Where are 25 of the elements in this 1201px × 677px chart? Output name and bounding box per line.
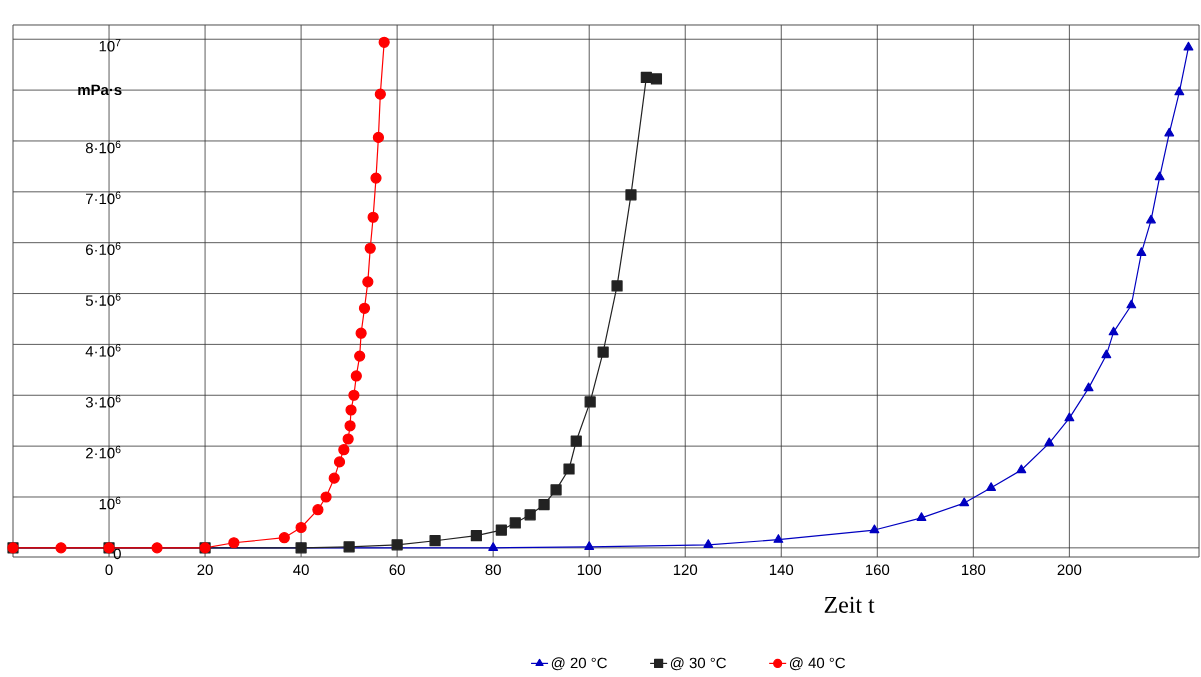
x-tick-label: 120 [673,564,698,576]
y-tick-label: 5·10$^{6}$ [85,293,121,306]
y-tick-label: 10$^{7}$ [99,38,121,52]
legend-label: @ 20 °C [551,657,607,671]
x-tick-label: 100 [577,564,602,576]
x-tick-label: 80 [485,564,501,576]
y-tick-label: 4·10$^{6}$ [85,344,121,357]
y-tick-label: 6·10$^{6}$ [86,242,121,255]
x-tick-label: 160 [865,564,890,576]
x-tick-label: 180 [962,564,986,576]
y-tick-label: 3·10$^{6}$ [85,394,121,408]
y-tick-label: 2·10$^{6}$ [86,445,121,459]
x-axis-title: Zeit t [824,596,875,613]
y-tick-label: 7·10$^{6}$ [86,191,121,205]
x-tick-label: 20 [197,564,213,576]
x-tick-label: 40 [293,564,309,576]
x-tick-label: 60 [389,564,405,576]
y-tick-label: 10$^{6}$ [99,496,121,510]
x-tick-label: 140 [769,564,794,576]
y-tick-label: 0 [113,548,121,560]
legend-label: @ 30 °C [670,657,726,671]
y-tick-label: 8·10$^{6}$ [85,140,121,154]
x-tick-label: 200 [1057,564,1082,576]
y-axis-title: mPa·s [78,84,122,96]
legend-label: @ 40 °C [789,657,846,671]
